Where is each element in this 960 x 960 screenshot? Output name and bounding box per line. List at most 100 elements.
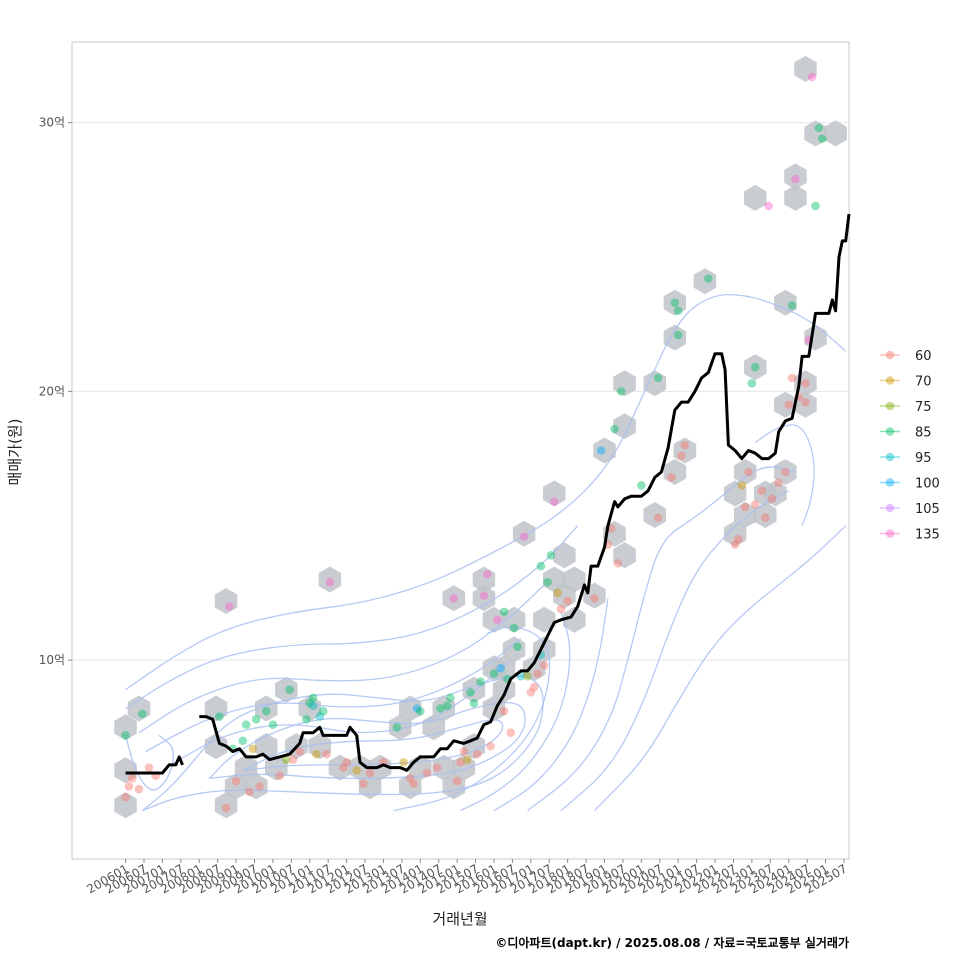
data-point: [409, 779, 418, 789]
data-point: [616, 387, 626, 396]
data-point: [536, 561, 546, 571]
hexbin: [754, 502, 777, 528]
data-point: [543, 577, 552, 587]
contour-line: [165, 659, 512, 769]
data-point: [399, 757, 408, 767]
hexbin: [774, 391, 797, 418]
data-point: [452, 776, 462, 786]
hexbin: [389, 714, 412, 741]
data-point: [469, 698, 479, 708]
data-point: [248, 744, 258, 754]
hexbin: [452, 754, 476, 781]
legend-label: 100: [915, 477, 940, 492]
median-line-segment: [125, 755, 184, 775]
legend-key-point: [885, 376, 895, 385]
data-point: [526, 688, 536, 697]
data-point: [449, 594, 459, 603]
y-axis: 10억 20억 30억: [39, 116, 72, 667]
data-point: [563, 596, 572, 606]
data-point: [121, 731, 130, 740]
data-point: [275, 771, 284, 780]
data-point: [308, 693, 318, 703]
data-point: [610, 424, 619, 434]
data-point: [436, 704, 445, 713]
data-point: [282, 755, 291, 764]
data-point: [801, 379, 810, 388]
data-point: [312, 749, 321, 759]
data-point: [513, 642, 522, 651]
data-point: [549, 497, 559, 506]
data-point: [442, 701, 452, 711]
hexbin: [643, 370, 666, 397]
hexbin: [553, 542, 576, 569]
data-point: [637, 481, 646, 490]
hexbin: [663, 289, 687, 316]
data-point: [489, 669, 499, 678]
hexbin: [723, 520, 747, 547]
data-point: [446, 693, 455, 703]
hexbin: [399, 773, 422, 800]
hexbin: [563, 606, 586, 633]
data-point: [801, 397, 810, 407]
hexbin: [442, 585, 466, 612]
data-point: [241, 720, 251, 729]
contour-line: [754, 424, 815, 527]
legend-key-point: [885, 529, 895, 538]
legend-label: 135: [915, 528, 940, 543]
median-line-segment: [199, 213, 851, 772]
hexbin: [794, 391, 817, 418]
panel-background: [71, 41, 850, 860]
hexbin: [358, 773, 382, 800]
data-point: [462, 755, 472, 764]
hexbin: [733, 459, 757, 485]
data-point: [506, 728, 516, 737]
data-point: [613, 559, 623, 568]
contour-line: [493, 598, 609, 812]
data-point: [730, 540, 740, 549]
hexbin: [643, 502, 666, 528]
data-point: [677, 451, 686, 461]
data-point: [261, 706, 271, 716]
data-point: [784, 400, 794, 410]
data-point: [556, 604, 566, 614]
hexbin: [244, 773, 268, 800]
y-axis-title: 매매가(원): [6, 419, 24, 486]
data-point: [134, 784, 144, 794]
data-point: [750, 499, 760, 509]
data-point: [596, 446, 606, 455]
data-point: [734, 534, 743, 544]
hexbin: [693, 268, 717, 295]
data-point: [251, 714, 261, 724]
contour-line: [527, 466, 796, 812]
data-point: [432, 763, 442, 772]
y-tick-label: 30억: [39, 116, 65, 130]
data-point: [807, 72, 817, 82]
data-point: [704, 274, 713, 283]
data-point: [482, 569, 492, 579]
data-point: [747, 379, 757, 388]
data-point: [255, 782, 264, 791]
hexbin: [774, 289, 797, 316]
legend-label: 75: [915, 400, 932, 415]
hexbin: [114, 714, 137, 741]
hexbin: [804, 120, 827, 147]
y-tick-label: 10억: [39, 653, 65, 667]
hexbin: [482, 606, 506, 633]
hexbin: [744, 184, 767, 211]
contour-line: [208, 702, 526, 780]
data-point: [546, 551, 556, 560]
data-point: [302, 714, 311, 724]
data-point: [590, 594, 599, 603]
data-point: [814, 123, 824, 133]
data-point: [144, 763, 154, 772]
data-point: [486, 741, 495, 751]
legend-key-point: [885, 452, 895, 462]
hexbin-layer: [114, 55, 847, 819]
data-point: [466, 688, 475, 697]
data-point: [529, 682, 539, 692]
data-point: [285, 685, 294, 694]
data-point: [740, 502, 750, 512]
density-contours: [124, 293, 847, 812]
data-point: [359, 779, 368, 789]
legend-key-point: [885, 503, 895, 513]
